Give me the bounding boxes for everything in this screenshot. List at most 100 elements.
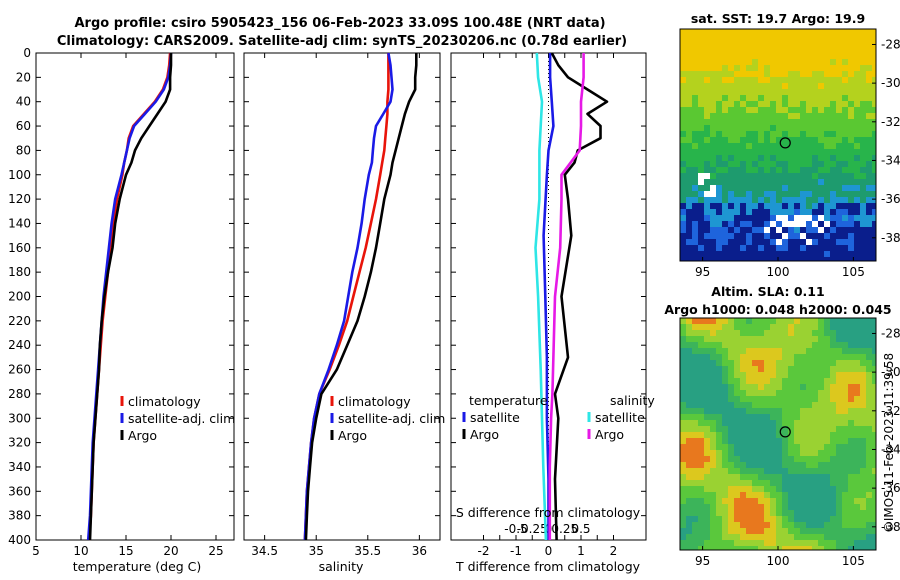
map-cell [866, 540, 873, 547]
map-cell [848, 480, 855, 487]
map-cell [764, 119, 771, 126]
map-cell [818, 444, 825, 451]
map-cell [860, 125, 867, 132]
map-cell [716, 41, 723, 48]
map-cell [824, 474, 831, 481]
map-cell [686, 360, 693, 367]
map-cell [686, 486, 693, 493]
map-cell [836, 125, 843, 132]
map-cell [698, 522, 705, 529]
map-cell [776, 498, 783, 505]
map-cell [854, 179, 861, 186]
map-cell [716, 420, 723, 427]
map-cell [734, 510, 741, 517]
map-cell [842, 35, 849, 42]
map-cell [788, 324, 795, 331]
map-cell [692, 65, 699, 72]
map-cell [698, 456, 705, 463]
map-cell [776, 360, 783, 367]
map-cell [854, 35, 861, 42]
map-cell [860, 119, 867, 126]
map-cell [794, 155, 801, 162]
map-cell [698, 498, 705, 505]
map-cell [770, 342, 777, 349]
map-cell [698, 390, 705, 397]
map-cell [698, 161, 705, 168]
legend-label-1: satellite-adj. clim [338, 411, 445, 426]
x-tick-label: 1 [577, 544, 585, 558]
map-cell [698, 366, 705, 373]
map-cell [686, 215, 693, 222]
map-cell [860, 29, 867, 36]
map-cell [854, 29, 861, 36]
map-cell [824, 155, 831, 162]
map-cell [752, 101, 759, 108]
map-cell [782, 209, 789, 216]
map-cell [698, 41, 705, 48]
map-cell [842, 155, 849, 162]
map-cell [794, 203, 801, 210]
map-cell [710, 354, 717, 361]
map-cell [764, 426, 771, 433]
map-cell [782, 257, 789, 261]
map-cell [800, 420, 807, 427]
map-cell [848, 173, 855, 180]
map-cell [818, 408, 825, 415]
map-cell [692, 101, 699, 108]
map-cell [800, 65, 807, 72]
map-cell [812, 384, 819, 391]
map-cell [746, 384, 753, 391]
map-cell [806, 474, 813, 481]
map-cell [734, 209, 741, 216]
map-cell [788, 372, 795, 379]
map-cell [794, 480, 801, 487]
map-cell [698, 468, 705, 475]
map-cell [848, 432, 855, 439]
map-cell [680, 444, 687, 451]
map-cell [680, 474, 687, 481]
map-cell [860, 546, 867, 550]
map-cell [860, 456, 867, 463]
map-cell [866, 155, 873, 162]
map-cell [704, 330, 711, 337]
map-cell [836, 203, 843, 210]
map-cell [818, 155, 825, 162]
map-cell [854, 203, 861, 210]
map-cell [806, 149, 813, 156]
map-cell [848, 95, 855, 102]
map-cell [746, 474, 753, 481]
map-cell [836, 540, 843, 547]
map-cell [716, 408, 723, 415]
x-tick-label: -2 [478, 544, 490, 558]
map-cell [728, 203, 735, 210]
map-cell [752, 65, 759, 72]
map-cell [848, 540, 855, 547]
map-cell [854, 83, 861, 90]
map-cell [752, 143, 759, 150]
map-cell [776, 89, 783, 96]
map-cell [770, 65, 777, 72]
x-tick-label: 35.5 [354, 544, 381, 558]
map-cell [704, 113, 711, 120]
map-cell [704, 396, 711, 403]
map-cell [818, 101, 825, 108]
map-cell [818, 390, 825, 397]
map-cell [758, 203, 765, 210]
map-cell [704, 173, 711, 180]
map-cell [854, 402, 861, 409]
map-cell [836, 143, 843, 150]
map-cell [746, 486, 753, 493]
map-cell [698, 173, 705, 180]
map-cell [854, 342, 861, 349]
map-cell [710, 227, 717, 234]
map-cell [854, 426, 861, 433]
map-cell [740, 167, 747, 174]
map-cell [842, 233, 849, 240]
map-cell [704, 167, 711, 174]
map-cell [704, 480, 711, 487]
map-cell [764, 534, 771, 541]
map-cell [758, 318, 765, 325]
map-cell [728, 179, 735, 186]
map-cell [710, 498, 717, 505]
y-tick-label: 120 [8, 192, 31, 206]
